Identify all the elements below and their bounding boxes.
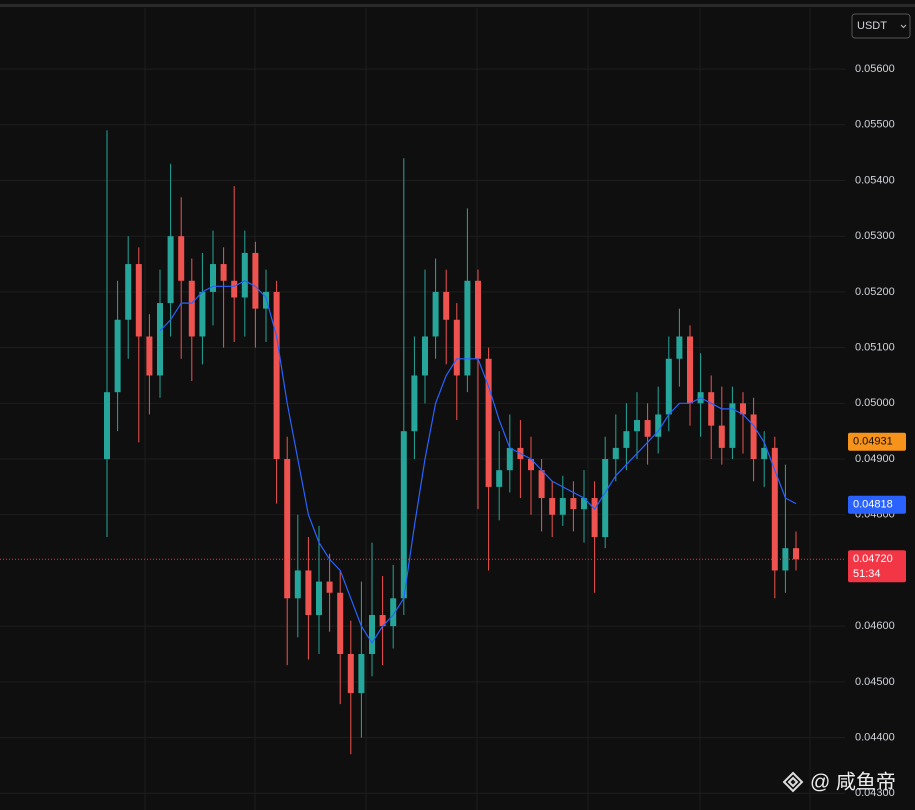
grid <box>0 68 845 794</box>
y-tick-label: 0.05200 <box>855 286 895 298</box>
candle-body <box>411 375 418 432</box>
candle-body <box>538 470 545 499</box>
candle-body <box>358 654 365 694</box>
y-tick-label: 0.04600 <box>855 620 895 632</box>
candle-body <box>782 548 789 571</box>
candle-body <box>485 358 492 487</box>
candle-body <box>379 615 386 627</box>
watermark: @ 咸鱼帝 <box>782 770 896 793</box>
candle-body <box>241 252 248 298</box>
y-tick-label: 0.05100 <box>855 342 895 354</box>
candle-body <box>284 459 291 599</box>
candle-body <box>390 598 397 627</box>
candle-body <box>188 280 195 337</box>
candle-body <box>294 570 301 599</box>
candle-body <box>220 264 227 281</box>
ma-line <box>159 280 797 645</box>
candle-body <box>793 548 799 560</box>
candle-body <box>432 291 439 337</box>
candle-body <box>252 252 259 309</box>
price-tag <box>848 550 906 583</box>
y-tick-label: 0.04900 <box>855 453 895 465</box>
price-tag-label: 0.04818 <box>853 499 893 511</box>
price-tag <box>848 495 906 514</box>
candle-body <box>443 291 450 320</box>
y-tick-label: 0.05600 <box>855 63 895 75</box>
plot <box>0 130 845 755</box>
candle-body <box>559 498 566 515</box>
candle-body <box>570 498 577 510</box>
candle-body <box>740 403 746 415</box>
candle-body <box>125 264 132 320</box>
price-tag <box>848 432 906 451</box>
y-tick-label: 0.05500 <box>855 119 895 131</box>
y-tick-label: 0.04300 <box>855 787 895 799</box>
candle-body <box>167 236 174 304</box>
candle-body <box>729 403 736 448</box>
candle-body <box>676 336 683 359</box>
candle-body <box>623 431 630 448</box>
candle-body <box>464 280 471 376</box>
candle-body <box>581 498 587 510</box>
candle-body <box>634 420 640 432</box>
candle-body <box>718 425 725 448</box>
y-tick-label: 0.05300 <box>855 230 895 242</box>
top-bar <box>0 4 915 7</box>
candle-body <box>496 470 503 487</box>
currency-button[interactable]: USDT <box>851 13 911 39</box>
watermark-text: @ 咸鱼帝 <box>810 770 896 793</box>
candle-body <box>400 431 407 599</box>
candle-body <box>199 291 206 337</box>
candle-body <box>114 319 121 393</box>
candle-body <box>644 420 651 437</box>
y-tick-label: 0.05400 <box>855 174 895 186</box>
candle-body <box>337 592 344 655</box>
chevron <box>900 24 907 29</box>
candle-body <box>528 459 534 471</box>
countdown: 51:34 <box>853 568 881 580</box>
candle-body <box>305 570 312 616</box>
candle-body <box>178 236 185 281</box>
candle-body <box>612 447 619 460</box>
price-tag-label: 0.04931 <box>853 436 893 448</box>
candle-body <box>761 447 768 460</box>
candle-body <box>104 392 110 460</box>
y-tick-label: 0.04500 <box>855 676 895 688</box>
candle-body <box>453 319 460 376</box>
candle-body <box>347 654 354 694</box>
candle-body <box>475 280 481 359</box>
price-axis: 0.043000.044000.045000.046000.048000.049… <box>848 63 906 799</box>
candle-body <box>231 280 238 298</box>
candle-body <box>602 459 609 538</box>
candle-body <box>771 447 778 571</box>
candle-body <box>591 498 598 538</box>
candle-body <box>263 291 269 309</box>
logo <box>782 771 804 793</box>
currency-box[interactable] <box>851 13 911 39</box>
y-tick-label: 0.05000 <box>855 397 895 409</box>
candle-body <box>708 392 715 426</box>
candle-body <box>750 414 757 460</box>
candle-body <box>135 264 142 337</box>
y-tick-label: 0.04400 <box>855 731 895 743</box>
candle-body <box>210 264 216 292</box>
candle-body <box>655 414 662 437</box>
candle-body <box>326 581 333 593</box>
vertical-grid <box>144 8 811 810</box>
candle-body <box>506 447 513 471</box>
candle-body <box>316 581 322 616</box>
candle-body <box>422 336 428 376</box>
price-tag-label: 0.04720 <box>853 553 893 565</box>
candle-body <box>273 291 280 460</box>
candle-body <box>549 498 556 515</box>
candle-body <box>687 336 693 404</box>
candle-body <box>146 336 153 376</box>
candle-body <box>369 615 375 655</box>
currency-label[interactable]: USDT <box>857 20 887 32</box>
candle-body <box>157 303 163 376</box>
candle-body <box>665 358 672 415</box>
